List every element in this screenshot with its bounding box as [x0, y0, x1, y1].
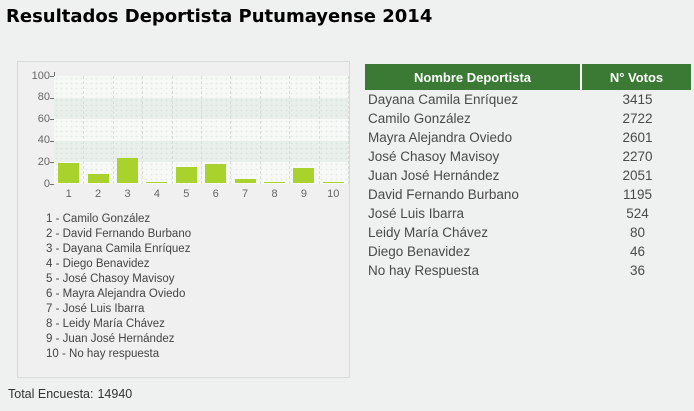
grid-line-vertical	[171, 76, 173, 184]
legend-item: 2 - David Fernando Burbano	[46, 228, 192, 240]
total-value: 14940	[97, 387, 133, 401]
table-row: No hay Respuesta 36	[365, 261, 691, 280]
cell-name: David Fernando Burbano	[368, 187, 519, 202]
table-row: Leidy María Chávez 80	[365, 223, 691, 242]
grid-line-vertical	[142, 76, 144, 184]
table-row: Juan José Hernández 2051	[365, 166, 691, 185]
table-row: José Luis Ibarra 524	[365, 204, 691, 223]
cell-name: Mayra Alejandra Oviedo	[368, 130, 513, 145]
chart-bar	[293, 168, 315, 183]
grid-line-vertical	[318, 76, 320, 184]
table-row: Diego Benavidez 46	[365, 242, 691, 261]
header-cell-name: Nombre Deportista	[365, 64, 582, 90]
x-axis-label: 5	[183, 188, 190, 200]
legend-item: 6 - Mayra Alejandra Oviedo	[46, 288, 186, 300]
cell-name: José Chasoy Mavisoy	[368, 149, 500, 164]
x-axis-label: 1	[65, 188, 72, 200]
legend-item: 1 - Camilo González	[46, 213, 151, 225]
cell-votes: 2722	[622, 111, 653, 126]
table-row: José Chasoy Mavisoy 2270	[365, 147, 691, 166]
cell-name: Camilo González	[368, 111, 471, 126]
x-axis-label: 10	[327, 188, 340, 200]
x-axis-label: 8	[271, 188, 278, 200]
results-table: Nombre Deportista N° Votos Dayana Camila…	[365, 64, 691, 280]
legend-item: 8 - Leidy María Chávez	[46, 318, 165, 330]
x-axis-label: 9	[300, 188, 307, 200]
table-row: David Fernando Burbano 1195	[365, 185, 691, 204]
y-axis-tick	[50, 162, 54, 164]
total-count: Total Encuesta: 14940	[8, 387, 132, 401]
cell-name: Leidy María Chávez	[368, 225, 489, 240]
chart-bar	[234, 179, 256, 183]
table-row: Mayra Alejandra Oviedo 2601	[365, 128, 691, 147]
x-axis-label: 7	[242, 188, 249, 200]
x-axis-label: 2	[95, 188, 102, 200]
y-axis-tick	[50, 140, 54, 142]
x-axis-label: 6	[212, 188, 219, 200]
grid-line-vertical	[201, 76, 202, 184]
x-axis-label: 4	[153, 188, 160, 200]
chart-legend: 1 - Camilo González 2 - David Fernando Bu…	[46, 212, 191, 362]
chart-bar	[87, 174, 109, 183]
cell-votes: 3415	[622, 92, 653, 107]
bar-chart: 0 20 40 60 80 100 1 2 3 4 5 6 7 8 9 10	[32, 70, 349, 200]
cell-votes: 36	[629, 263, 646, 278]
chart-bar	[117, 158, 138, 183]
y-axis-tick	[50, 184, 54, 185]
grid-line-vertical	[348, 76, 349, 184]
table-row: Dayana Camila Enríquez 3415	[365, 90, 691, 109]
chart-bar	[322, 181, 344, 183]
cell-name: Juan José Hernández	[368, 168, 500, 183]
cell-votes: 2270	[622, 149, 653, 164]
y-axis-tick	[50, 76, 54, 77]
cell-votes: 46	[629, 244, 646, 259]
legend-item: 9 - Juan José Hernández	[46, 333, 175, 345]
cell-votes: 2051	[622, 168, 653, 183]
header-cell-votes: N° Votos	[609, 69, 664, 85]
chart-bar	[175, 166, 197, 183]
cell-votes: 1195	[622, 187, 653, 202]
table-header-row: Nombre Deportista N° Votos	[365, 64, 691, 90]
chart-bar	[264, 181, 285, 183]
y-axis-tick	[50, 119, 54, 121]
cell-name: Dayana Camila Enríquez	[368, 92, 519, 107]
chart-bar	[146, 181, 168, 183]
chart-panel: 0 20 40 60 80 100 1 2 3 4 5 6 7 8 9 10 1 - Camilo Gonzá…	[17, 61, 350, 378]
cell-name: No hay Respuesta	[368, 263, 480, 278]
cell-name: Diego Benavidez	[368, 244, 471, 259]
y-axis-label: 60	[37, 112, 50, 125]
cell-name: José Luis Ibarra	[368, 206, 465, 221]
table-row: Camilo González 2722	[365, 109, 691, 128]
y-axis-label: 80	[37, 91, 50, 104]
y-axis-label: 100	[31, 69, 50, 82]
chart-bar	[58, 163, 80, 183]
grid-line-vertical	[259, 76, 261, 184]
chart-bar	[205, 164, 227, 183]
legend-item: 7 - José Luis Ibarra	[46, 303, 145, 315]
legend-item: 10 - No hay respuesta	[46, 348, 160, 360]
y-axis-label: 0	[43, 177, 50, 190]
x-axis-label: 3	[124, 188, 131, 200]
cell-votes: 524	[626, 206, 649, 221]
grid-line-vertical	[83, 76, 85, 184]
legend-item: 5 - José Chasoy Mavisoy	[46, 273, 175, 285]
total-label: Total Encuesta:	[8, 387, 94, 401]
grid-line-vertical	[230, 76, 232, 184]
grid-line-vertical	[289, 76, 291, 184]
y-axis-label: 40	[37, 134, 50, 147]
y-axis-tick	[50, 97, 54, 99]
y-axis-label: 20	[37, 155, 50, 168]
grid-line-vertical	[112, 76, 114, 184]
legend-item: 4 - Diego Benavidez	[46, 258, 150, 270]
legend-item: 3 - Dayana Camila Enríquez	[46, 243, 191, 255]
table-body: Dayana Camila Enríquez 3415 Camilo Gonzále…	[365, 90, 691, 280]
page-title: Resultados Deportista Putumayense 2014	[6, 6, 433, 27]
cell-votes: 2601	[622, 130, 653, 145]
cell-votes: 80	[629, 225, 646, 240]
